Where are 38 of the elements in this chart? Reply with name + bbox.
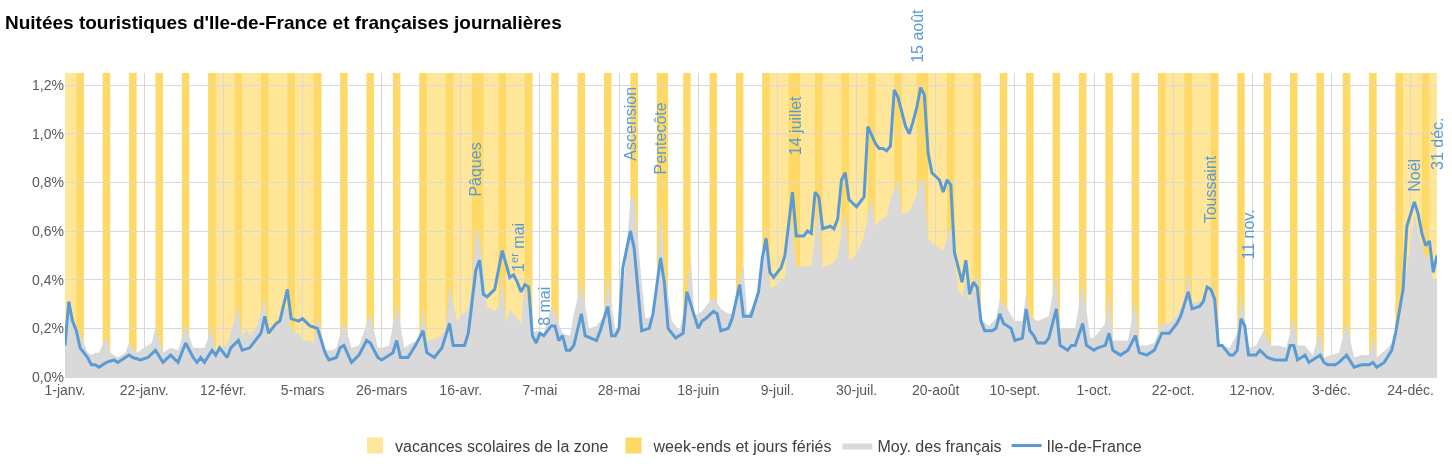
annotation: Pentecôte [651, 102, 669, 175]
x-tick-label: 30-juil. [835, 381, 878, 398]
y-tick-label: 1,0% [32, 125, 64, 142]
legend-label: Ile-de-France [1046, 437, 1142, 455]
x-tick-label: 12-nov. [1229, 381, 1276, 398]
x-tick-label: 24-déc. [1387, 381, 1434, 398]
x-tick-label: 7-mai [522, 381, 558, 398]
x-tick-label: 22-janv. [119, 381, 169, 398]
annotation: 14 juillet [787, 95, 805, 156]
y-tick-label: 0,4% [32, 271, 64, 288]
x-tick-label: 10-sept. [989, 381, 1041, 398]
annotation: Noël [1405, 158, 1423, 192]
y-tick-label: 0,8% [32, 174, 64, 191]
x-tick-label: 22-oct. [1151, 381, 1195, 398]
legend-label: week-ends et jours fériés [652, 437, 832, 455]
x-tick-label: 1-oct. [1076, 381, 1112, 398]
x-tick-label: 5-mars [280, 381, 325, 398]
x-tick-label: 16-avr. [439, 381, 483, 398]
x-tick-label: 28-mai [597, 381, 641, 398]
legend-label: vacances scolaires de la zone [395, 437, 609, 455]
x-tick-label: 18-juin [677, 381, 720, 398]
annotation: Pâques [467, 142, 485, 197]
annotation: 8 mai [535, 286, 553, 326]
y-tick-label: 0,2% [32, 320, 64, 337]
x-tick-label: 20-août [911, 381, 960, 398]
chart-title: Nuitées touristiques d'Ile-de-France et françaises journalières [5, 12, 562, 33]
x-tick-label: 12-févr. [199, 381, 247, 398]
annotation: 15 août [908, 8, 926, 63]
x-tick-label: 9-juil. [760, 381, 795, 398]
x-tick-label: 26-mars [355, 381, 408, 398]
annotation: 11 nov. [1239, 209, 1257, 260]
legend-label: Moy. des français [877, 437, 1002, 455]
annotation: 31 déc. [1428, 117, 1446, 171]
y-tick-label: 0,6% [32, 222, 64, 239]
annotation: Toussaint [1202, 155, 1220, 224]
annotation: Ascension [622, 86, 640, 161]
x-tick-label: 3-déc. [1312, 381, 1351, 398]
y-tick-label: 1,2% [32, 77, 64, 94]
